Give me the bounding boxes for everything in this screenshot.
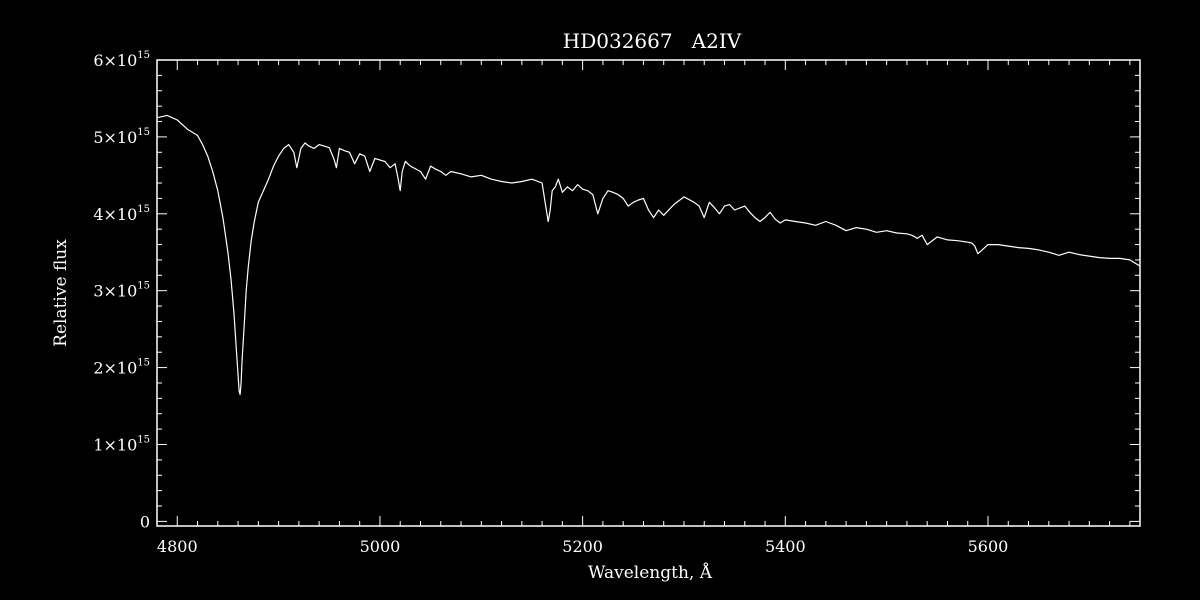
y-axis-label: Relative flux [51,239,71,347]
series-group [157,114,1140,396]
y-tick-label: 3×1015 [93,281,150,301]
spectrum-series-line [157,114,1140,396]
chart-title: HD032667 A2IV [563,29,742,53]
x-tick-label: 4800 [157,537,198,556]
y-tick-label: 4×1015 [93,204,150,224]
y-tick-label: 0 [140,512,150,531]
y-tick-label: 5×1015 [93,127,150,147]
tick-labels-group: 4800 5000 5200 5400 5600 0 1×1015 2×1015 3×1015 4… [93,50,1008,556]
ticks-group [156,59,1140,526]
x-tick-label: 5400 [765,537,806,556]
y-tick-label: 1×1015 [93,434,150,454]
x-tick-label: 5000 [360,537,401,556]
plot-frame [156,59,1141,527]
y-tick-label: 6×1015 [93,50,150,70]
x-tick-label: 5200 [562,537,603,556]
x-axis-label: Wavelength, Å [588,562,713,583]
y-tick-label: 2×1015 [93,358,150,378]
x-tick-label: 5600 [968,537,1009,556]
